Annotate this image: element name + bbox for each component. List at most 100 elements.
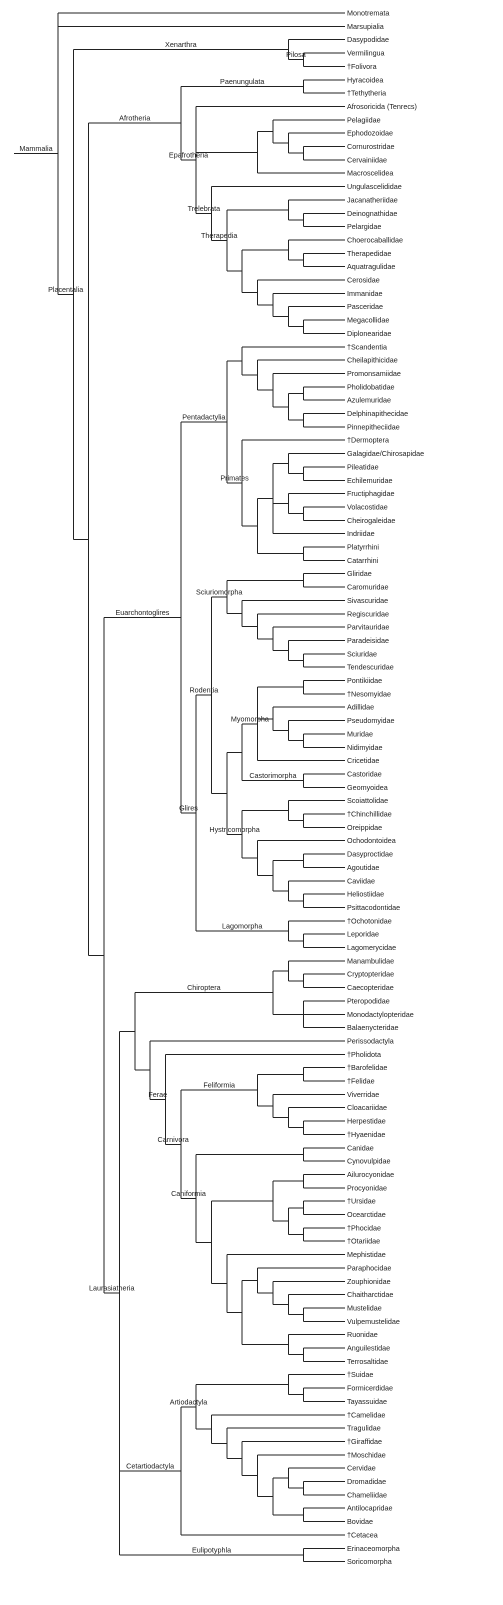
tip-label-aquatragulidae: Aquatragulidae [347, 262, 395, 271]
tip-label-barofelidae: †Barofelidae [347, 1063, 387, 1072]
clade-label-artiodactyla: Artiodactyla [170, 1397, 208, 1406]
tip-label-viverridae: Viverridae [347, 1090, 379, 1099]
clade-label-mammalia: Mammalia [19, 144, 52, 153]
tip-label-monotremata: Monotremata [347, 9, 389, 18]
tip-label-ailurocyonidae: Ailurocyonidae [347, 1170, 394, 1179]
tip-label-caecopteridae: Caecopteridae [347, 983, 394, 992]
tip-label-heliostiidae: Heliostiidae [347, 890, 384, 899]
tip-label-manambulidae: Manambulidae [347, 956, 394, 965]
tip-label-ocearctidae: Ocearctidae [347, 1210, 386, 1219]
tip-label-oreippidae: Oreippidae [347, 823, 382, 832]
clade-label-epafrotheria: Epafrotheria [169, 151, 208, 160]
clade-label-sciuriomorpha: Sciuriomorpha [196, 587, 242, 596]
clade-label-trelebrata: Trelebrata [188, 204, 221, 213]
clade-label-primates: Primates [220, 474, 249, 483]
tip-label-tragulidae: Tragulidae [347, 1424, 381, 1433]
tip-label-volacostidae: Volacostidae [347, 502, 388, 511]
tip-label-fructiphagidae: Fructiphagidae [347, 489, 395, 498]
tip-label-castoridae: Castoridae [347, 769, 382, 778]
tip-label-tethytheria: †Tethytheria [347, 89, 386, 98]
clade-label-afrotheria: Afrotheria [119, 114, 150, 123]
tip-label-pholidota: †Pholidota [347, 1050, 381, 1059]
tip-label-pelargidae: Pelargidae [347, 222, 381, 231]
tip-label-dasyproctidae: Dasyproctidae [347, 850, 393, 859]
clade-label-caniformia: Caniformia [171, 1189, 206, 1198]
tip-label-cryptopteridae: Cryptopteridae [347, 970, 394, 979]
tip-label-parvitauridae: Parvitauridae [347, 623, 389, 632]
clade-label-hystricomorpha: Hystricomorpha [209, 825, 259, 834]
tip-label-lagomerycidae: Lagomerycidae [347, 943, 396, 952]
tip-label-cetacea: †Cetacea [347, 1530, 378, 1539]
tip-label-hyracoidea: Hyracoidea [347, 75, 383, 84]
tip-label-pontikiidae: Pontikiidae [347, 676, 382, 685]
tip-label-cricetidae: Cricetidae [347, 756, 379, 765]
tip-label-nidimyidae: Nidimyidae [347, 743, 383, 752]
tip-label-deinognathidae: Deinognathidae [347, 209, 397, 218]
tip-label-herpestidae: Herpestidae [347, 1117, 386, 1126]
tip-label-catarrhini: Catarrhini [347, 556, 379, 565]
tip-label-procyonidae: Procyonidae [347, 1183, 387, 1192]
tip-label-balaenycteridae: Balaenycteridae [347, 1023, 399, 1032]
tip-label-ephodozoidae: Ephodozoidae [347, 129, 393, 138]
tip-label-perissodactyla: Perissodactyla [347, 1036, 394, 1045]
tip-label-leporidae: Leporidae [347, 930, 379, 939]
tip-label-chameliidae: Chameliidae [347, 1490, 387, 1499]
tip-label-pholidobatidae: Pholidobatidae [347, 382, 395, 391]
tip-label-bovidae: Bovidae [347, 1517, 373, 1526]
clade-label-eulipotyphla: Eulipotyphla [192, 1545, 231, 1554]
tip-label-immanidae: Immanidae [347, 289, 383, 298]
clade-label-myomorpha: Myomorpha [231, 714, 269, 723]
clade-label-ferae: Ferae [148, 1090, 167, 1099]
tip-label-terrosaltidae: Terrosaltidae [347, 1357, 388, 1366]
tip-label-monodactylopteridae: Monodactylopteridae [347, 1010, 414, 1019]
tip-label-ursidae: †Ursidae [347, 1197, 376, 1206]
tip-label-macroscelidea: Macroscelidea [347, 169, 393, 178]
tip-label-scoiattolidae: Scoiattolidae [347, 796, 388, 805]
clade-label-cetartiodactyla: Cetartiodactyla [126, 1461, 174, 1470]
clade-label-castorimorpha: Castorimorpha [249, 771, 296, 780]
tip-label-psittacodontidae: Psittacodontidae [347, 903, 400, 912]
tip-label-giraffidae: †Giraffidae [347, 1437, 382, 1446]
tip-label-pinnepitheciidae: Pinnepitheciidae [347, 422, 400, 431]
tip-label-tendescuridae: Tendescuridae [347, 663, 394, 672]
tip-label-indriidae: Indriidae [347, 529, 375, 538]
tip-label-cheilapithicidae: Cheilapithicidae [347, 356, 398, 365]
tip-label-dromadidae: Dromadidae [347, 1477, 386, 1486]
tip-label-agoutidae: Agoutidae [347, 863, 379, 872]
tip-label-pseudomyidae: Pseudomyidae [347, 716, 395, 725]
tip-label-muridae: Muridae [347, 729, 373, 738]
clade-label-pilosa: Pilosa [286, 50, 306, 59]
clade-label-lagomorpha: Lagomorpha [222, 921, 262, 930]
clade-label-chiroptera: Chiroptera [187, 983, 221, 992]
clade-label-glires: Glires [179, 803, 198, 812]
tip-label-cervainiidae: Cervainiidae [347, 155, 387, 164]
tip-label-regiscuridae: Regiscuridae [347, 609, 389, 618]
clade-label-laurasiatheria: Laurasiatheria [89, 1284, 135, 1293]
clade-label-carnivora: Carnivora [158, 1135, 189, 1144]
tip-label-jacanatheriidae: Jacanatheriidae [347, 195, 398, 204]
tip-label-mephistidae: Mephistidae [347, 1250, 386, 1259]
tip-label-soricomorpha: Soricomorpha [347, 1557, 392, 1566]
tip-label-caviidae: Caviidae [347, 876, 375, 885]
tip-label-choerocaballidae: Choerocaballidae [347, 235, 403, 244]
tip-label-promonsamiidae: Promonsamiidae [347, 369, 401, 378]
tip-label-marsupialia: Marsupialia [347, 22, 384, 31]
tip-label-antilocapridae: Antilocapridae [347, 1504, 393, 1513]
tip-label-megacollidae: Megacollidae [347, 316, 389, 325]
tip-label-ochodontoidea: Ochodontoidea [347, 836, 396, 845]
clade-label-pentadactylia: Pentadactylia [182, 413, 225, 422]
tip-label-paraphocidae: Paraphocidae [347, 1263, 391, 1272]
tip-label-cynovulpidae: Cynovulpidae [347, 1157, 391, 1166]
tip-label-therapedidae: Therapedidae [347, 249, 391, 258]
clade-label-placentalia: Placentalia [48, 285, 83, 294]
tip-label-cerosidae: Cerosidae [347, 276, 380, 285]
tip-label-zouphionidae: Zouphionidae [347, 1277, 391, 1286]
tip-label-galagidae-chirosapidae: Galagidae/Chirosapidae [347, 449, 424, 458]
tip-label-hyaenidae: †Hyaenidae [347, 1130, 385, 1139]
tip-label-cornurostridae: Cornurostridae [347, 142, 395, 151]
tip-label-cervidae: Cervidae [347, 1464, 376, 1473]
tip-label-paradeisidae: Paradeisidae [347, 636, 389, 645]
clade-label-paenungulata: Paenungulata [220, 77, 264, 86]
tip-label-platyrrhini: Platyrrhini [347, 543, 379, 552]
